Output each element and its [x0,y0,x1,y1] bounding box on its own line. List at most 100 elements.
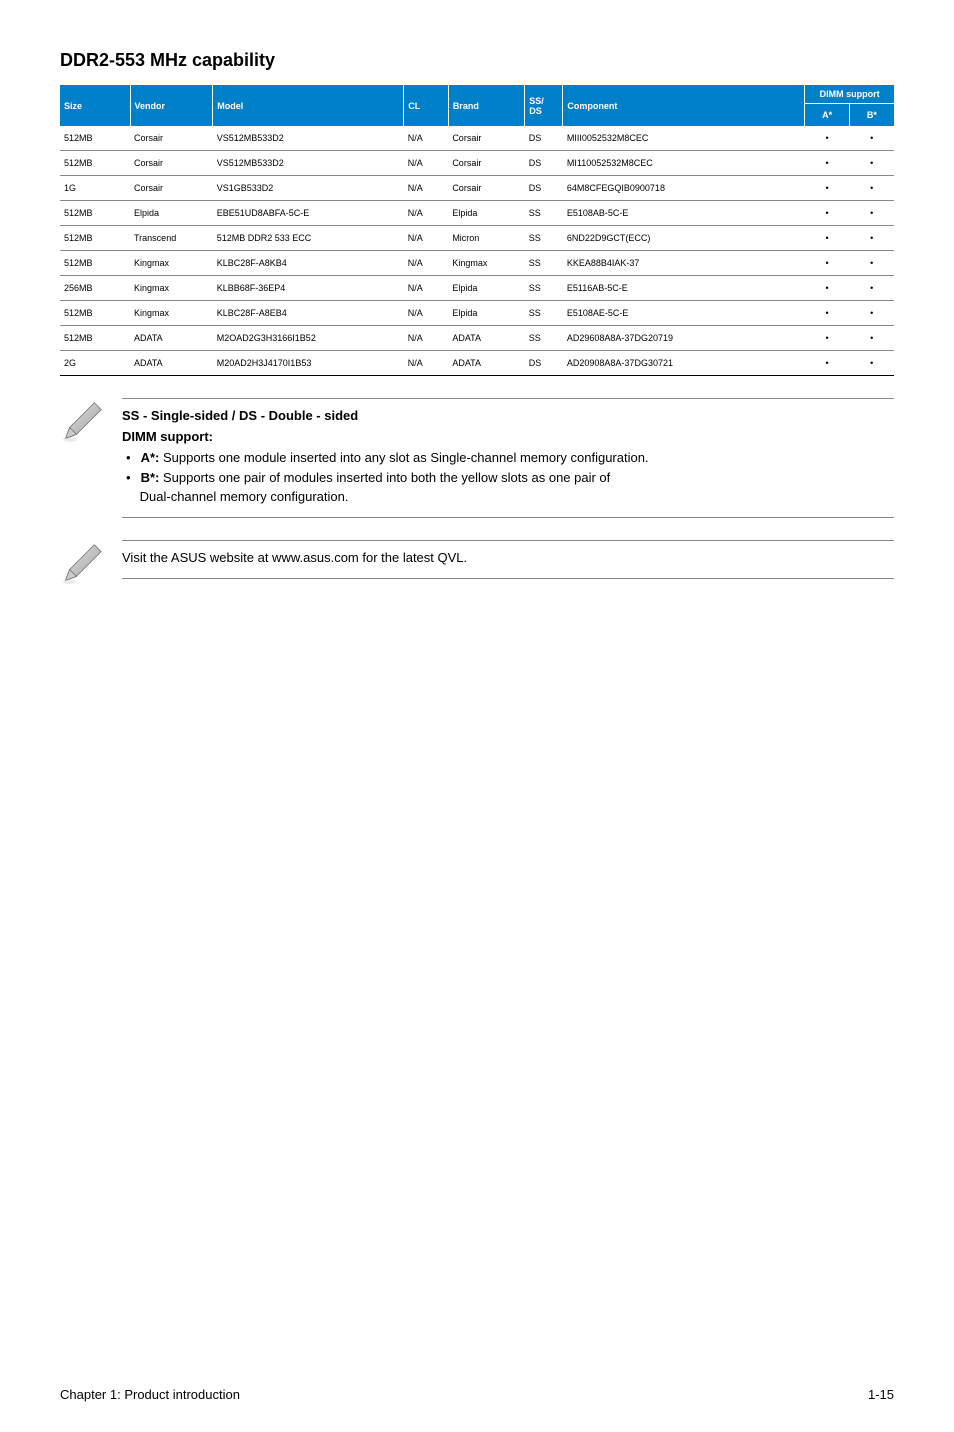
cell-ssds: SS [525,226,563,251]
cell-b: • [849,301,894,326]
cell-ssds: SS [525,301,563,326]
cell-ssds: SS [525,276,563,301]
cell-size: 512MB [60,301,130,326]
cell-vendor: Transcend [130,226,213,251]
note-content-qvl: Visit the ASUS website at www.asus.com f… [122,540,894,579]
cell-vendor: ADATA [130,326,213,351]
cell-component: AD20908A8A-37DG30721 [563,351,805,376]
cell-size: 512MB [60,251,130,276]
table-row: 512MBCorsairVS512MB533D2N/ACorsairDSMI11… [60,151,894,176]
cell-brand: Elpida [448,301,524,326]
cell-ssds: SS [525,201,563,226]
page-footer: Chapter 1: Product introduction 1-15 [60,1387,894,1402]
cell-a: • [805,326,850,351]
th-b: B* [849,104,894,127]
table-body: 512MBCorsairVS512MB533D2N/ACorsairDSMIII… [60,126,894,376]
cell-a: • [805,251,850,276]
cell-cl: N/A [404,301,449,326]
cell-vendor: Elpida [130,201,213,226]
note1-bullets: • A*: Supports one module inserted into a… [122,449,894,508]
cell-a: • [805,226,850,251]
cell-size: 512MB [60,226,130,251]
cell-model: 512MB DDR2 533 ECC [213,226,404,251]
cell-ssds: DS [525,126,563,151]
cell-b: • [849,326,894,351]
table-row: 512MBADATAM2OAD2G3H3166I1B52N/AADATASSAD… [60,326,894,351]
cell-model: KLBB68F-36EP4 [213,276,404,301]
cell-a: • [805,351,850,376]
bullet-cont-text: Dual-channel memory configuration. [140,488,349,507]
compatibility-table: Size Vendor Model CL Brand SS/ DS Compon… [60,85,894,376]
table-row: 256MBKingmaxKLBB68F-36EP4N/AElpidaSSE511… [60,276,894,301]
pencil-icon [60,540,104,591]
table-row: 512MBElpidaEBE51UD8ABFA-5C-EN/AElpidaSSE… [60,201,894,226]
table-row: 1GCorsairVS1GB533D2N/ACorsairDS64M8CFEGQ… [60,176,894,201]
page-heading: DDR2-553 MHz capability [60,50,894,71]
cell-model: VS512MB533D2 [213,151,404,176]
note2-text: Visit the ASUS website at www.asus.com f… [122,550,467,565]
th-dimm-support: DIMM support [805,85,894,104]
cell-vendor: ADATA [130,351,213,376]
bullet-dot: • [126,469,131,488]
table-row: 2GADATAM20AD2H3J4170I1B53N/AADATADSAD209… [60,351,894,376]
cell-size: 1G [60,176,130,201]
cell-brand: Elpida [448,201,524,226]
cell-brand: Corsair [448,126,524,151]
cell-model: KLBC28F-A8KB4 [213,251,404,276]
cell-b: • [849,276,894,301]
cell-model: VS1GB533D2 [213,176,404,201]
cell-ssds: DS [525,176,563,201]
cell-ssds: SS [525,326,563,351]
cell-brand: ADATA [448,326,524,351]
th-cl: CL [404,85,449,126]
cell-vendor: Corsair [130,176,213,201]
cell-component: KKEA88B4IAK-37 [563,251,805,276]
cell-component: MIII0052532M8CEC [563,126,805,151]
list-item: • A*: Supports one module inserted into a… [126,449,894,468]
cell-cl: N/A [404,226,449,251]
note-block-ssds: SS - Single-sided / DS - Double - sided … [60,398,894,518]
th-vendor: Vendor [130,85,213,126]
table-row: 512MBTranscend512MB DDR2 533 ECCN/AMicro… [60,226,894,251]
cell-component: MI110052532M8CEC [563,151,805,176]
cell-cl: N/A [404,251,449,276]
cell-b: • [849,226,894,251]
cell-b: • [849,126,894,151]
cell-brand: Corsair [448,176,524,201]
cell-cl: N/A [404,201,449,226]
cell-b: • [849,351,894,376]
cell-cl: N/A [404,151,449,176]
cell-component: 6ND22D9GCT(ECC) [563,226,805,251]
cell-model: KLBC28F-A8EB4 [213,301,404,326]
cell-vendor: Kingmax [130,301,213,326]
cell-cl: N/A [404,276,449,301]
note1-heading2: DIMM support: [122,429,213,444]
cell-vendor: Kingmax [130,251,213,276]
cell-ssds: DS [525,151,563,176]
cell-b: • [849,151,894,176]
table-row: 512MBCorsairVS512MB533D2N/ACorsairDSMIII… [60,126,894,151]
cell-component: AD29608A8A-37DG20719 [563,326,805,351]
cell-cl: N/A [404,351,449,376]
cell-model: M2OAD2G3H3166I1B52 [213,326,404,351]
footer-right: 1-15 [868,1387,894,1402]
cell-a: • [805,276,850,301]
cell-b: • [849,201,894,226]
list-item: • B*: Supports one pair of modules insert… [126,469,894,488]
list-item-cont: Dual-channel memory configuration. [126,488,894,507]
bullet-dot: • [126,449,131,468]
cell-component: E5116AB-5C-E [563,276,805,301]
cell-size: 512MB [60,326,130,351]
cell-ssds: SS [525,251,563,276]
cell-vendor: Corsair [130,151,213,176]
bullet-text: A*: Supports one module inserted into an… [141,449,649,468]
note-block-qvl: Visit the ASUS website at www.asus.com f… [60,540,894,591]
note1-heading1: SS - Single-sided / DS - Double - sided [122,408,358,423]
cell-brand: Micron [448,226,524,251]
cell-vendor: Kingmax [130,276,213,301]
th-component: Component [563,85,805,126]
cell-component: 64M8CFEGQIB0900718 [563,176,805,201]
table-row: 512MBKingmaxKLBC28F-A8KB4N/AKingmaxSSKKE… [60,251,894,276]
cell-model: M20AD2H3J4170I1B53 [213,351,404,376]
bullet-text: B*: Supports one pair of modules inserte… [141,469,611,488]
